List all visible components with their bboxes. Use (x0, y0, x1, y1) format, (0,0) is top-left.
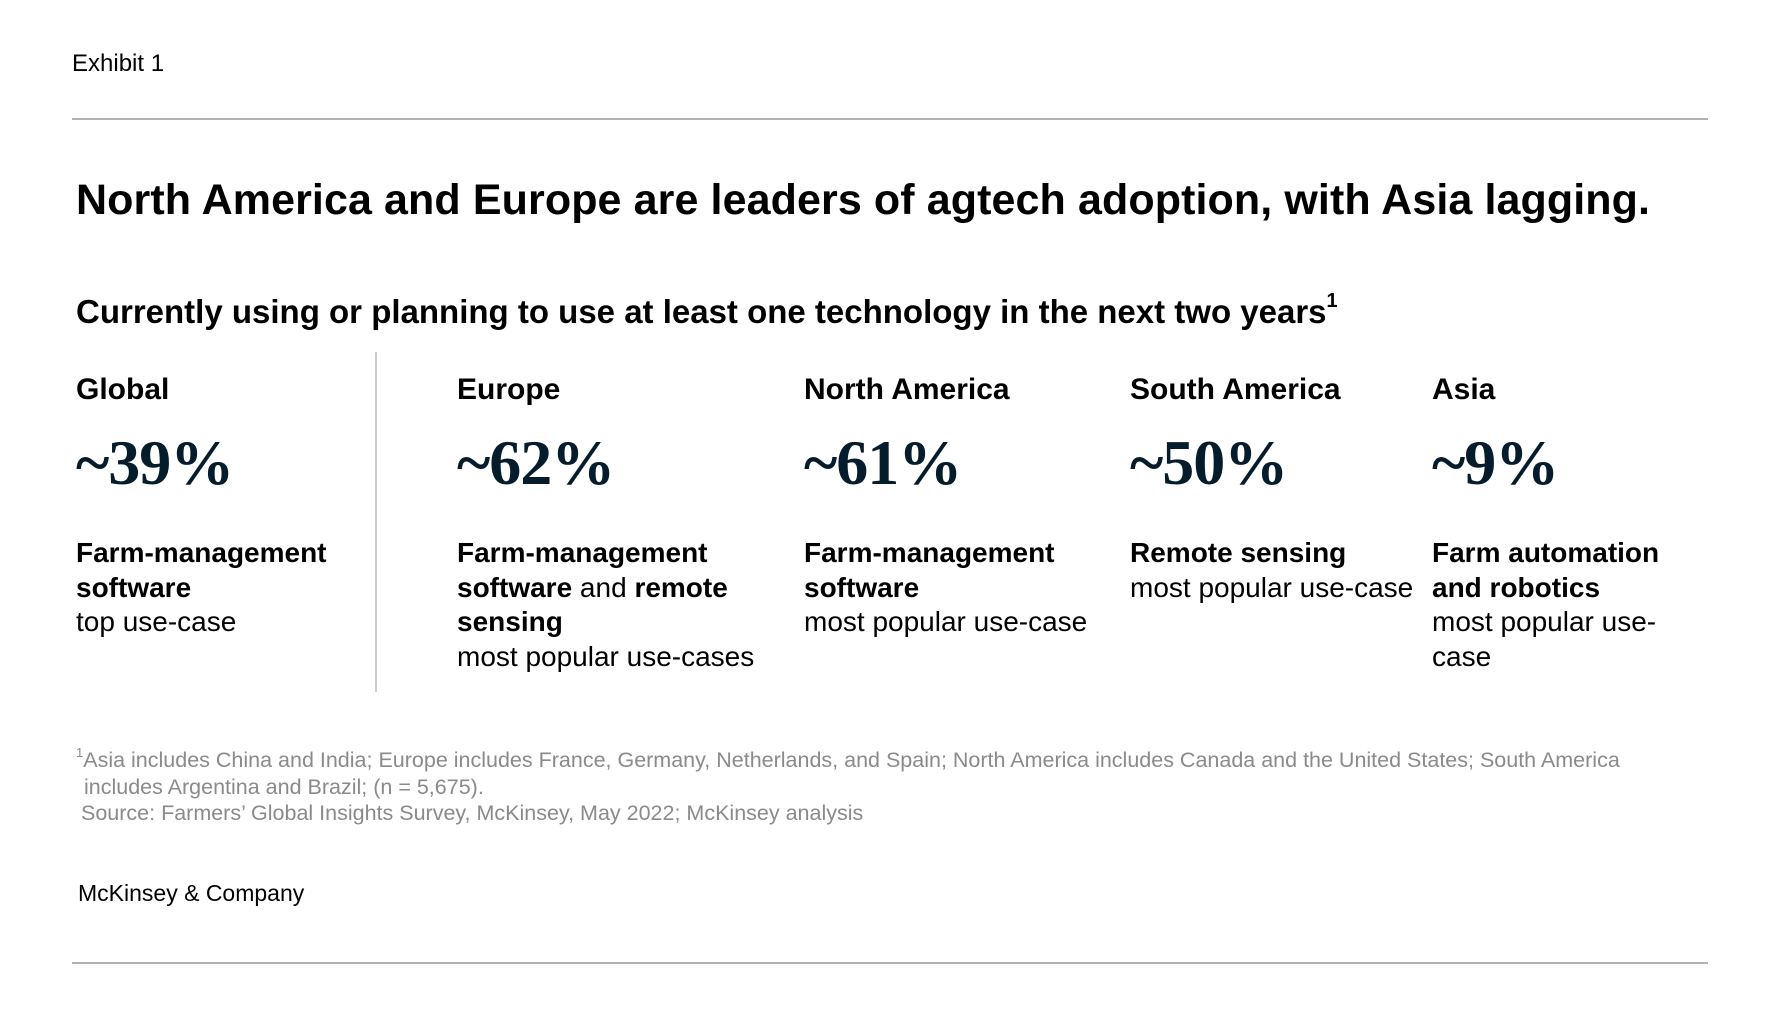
region-south-america: South America ~50% Remote sensing most popu… (1130, 370, 1420, 605)
chart-title: North America and Europe are leaders of … (76, 176, 1651, 224)
region-europe: Europe ~62% Farm-management software and r… (457, 370, 757, 674)
region-value: ~9% (1432, 427, 1559, 498)
usecase-highlight: remote sensing (457, 571, 728, 638)
usecase-highlight: Farm-management software (804, 537, 1055, 603)
exhibit-label: Exhibit 1 (72, 50, 165, 77)
region-value: ~61% (804, 427, 962, 498)
usecase-text: top use-case (76, 606, 237, 637)
region-usecase: Farm automation and robotics most popular… (1432, 536, 1712, 674)
footnote-line-2: includes Argentina and Brazil; (n = 5,67… (84, 774, 484, 799)
region-usecase: Farm-management software and remote sens… (457, 536, 757, 674)
bottom-rule (72, 962, 1708, 964)
region-value: ~50% (1130, 427, 1288, 498)
usecase-highlight: Farm-management software (457, 537, 708, 603)
footnote: 1Asia includes China and India; Europe i… (76, 742, 1716, 827)
region-global: Global ~39% Farm-management software top us… (76, 370, 376, 640)
top-rule (72, 118, 1708, 120)
subtitle-footnote-marker: 1 (1326, 290, 1338, 312)
region-name: North America (804, 373, 1010, 406)
usecase-highlight: Farm automation and robotics (1432, 537, 1660, 603)
region-usecase: Farm-management software top use-case (76, 536, 376, 640)
usecase-text: most popular use-case (1432, 606, 1657, 672)
region-name: Global (76, 373, 170, 406)
region-usecase: Farm-management software most popular use… (804, 536, 1094, 640)
usecase-text: and (572, 571, 635, 603)
chart-subtitle-text: Currently using or planning to use at le… (76, 293, 1327, 330)
region-value: ~62% (457, 427, 615, 498)
brand-logo-text: McKinsey & Company (78, 880, 305, 906)
usecase-text: most popular use-cases (457, 640, 755, 672)
footnote-marker: 1 (76, 745, 84, 760)
region-name: Europe (457, 373, 561, 406)
region-name: Asia (1432, 373, 1496, 406)
chart-subtitle: Currently using or planning to use at le… (76, 290, 1338, 331)
region-asia: Asia ~9% Farm automation and robotics most … (1432, 370, 1712, 674)
global-divider (375, 352, 377, 692)
footnote-source: Source: Farmers’ Global Insights Survey,… (81, 801, 864, 826)
usecase-text: most popular use-case (1130, 571, 1414, 603)
footnote-text-1: Asia includes China and India; Europe in… (83, 748, 1620, 773)
footnote-line-1: 1Asia includes China and India; Europe i… (76, 742, 1716, 774)
region-north-america: North America ~61% Farm-management softwar… (804, 370, 1094, 640)
usecase-text: most popular use-case (804, 606, 1088, 637)
usecase-highlight: Farm-management software (76, 537, 327, 603)
region-value: ~39% (76, 427, 234, 498)
region-name: South America (1130, 373, 1341, 406)
region-usecase: Remote sensing most popular use-case (1130, 536, 1420, 605)
usecase-highlight: Remote sensing (1130, 537, 1347, 568)
